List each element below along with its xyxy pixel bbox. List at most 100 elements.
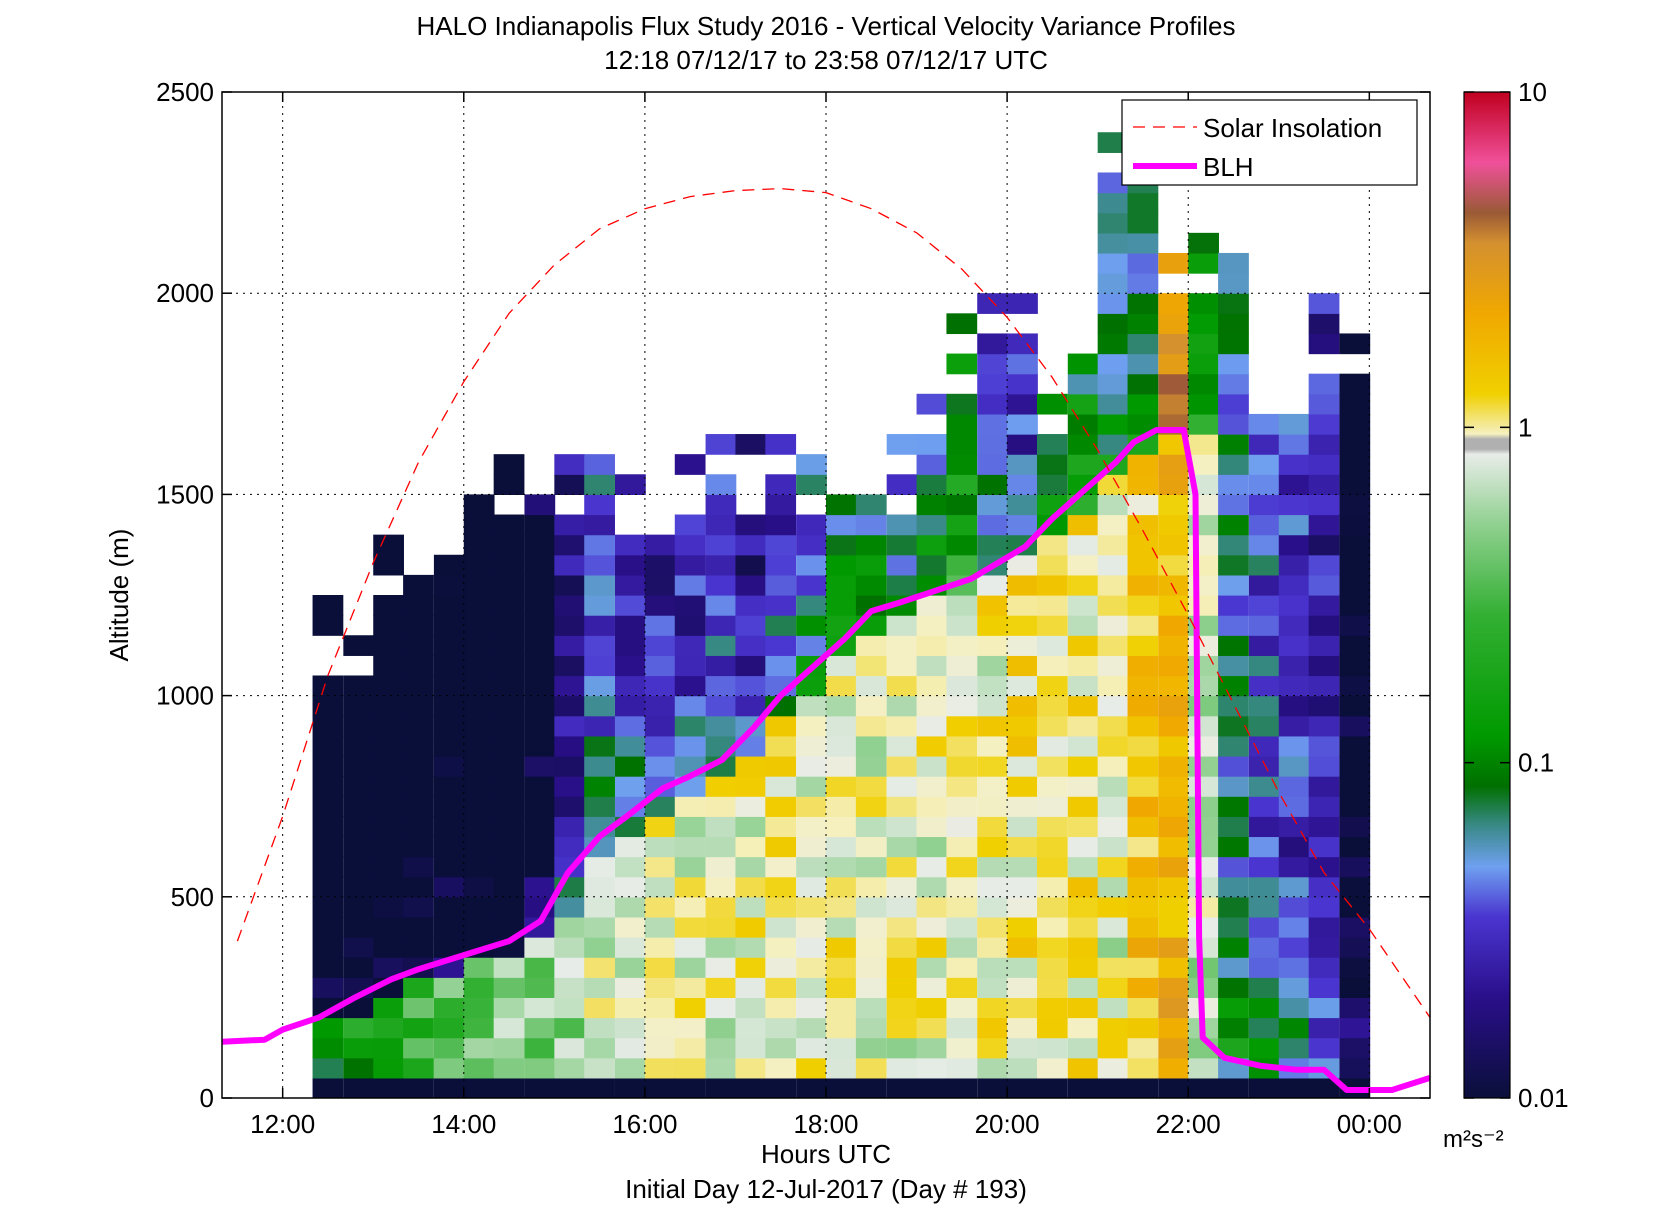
y-tick-label: 500 xyxy=(171,882,214,912)
heatmap-cell xyxy=(1127,373,1159,395)
heatmap-cell xyxy=(1127,333,1159,355)
heatmap-cell xyxy=(1308,655,1340,677)
heatmap-cell xyxy=(1007,695,1038,717)
heatmap-cell xyxy=(584,977,615,998)
heatmap-cell xyxy=(584,715,615,737)
heatmap-cell xyxy=(524,1017,556,1039)
heatmap-cell xyxy=(886,796,918,817)
heatmap-cell xyxy=(1218,595,1249,616)
heatmap-cell xyxy=(1248,675,1280,697)
heatmap-cell xyxy=(1007,494,1038,516)
heatmap-cell xyxy=(524,554,556,576)
heatmap-cell xyxy=(886,735,918,757)
heatmap-cell xyxy=(312,896,344,918)
heatmap-cell xyxy=(977,876,1008,898)
heatmap-cell xyxy=(493,836,525,858)
heatmap-cell xyxy=(1067,997,1099,1019)
heatmap-cell xyxy=(1036,957,1068,978)
heatmap-cell xyxy=(524,876,556,898)
heatmap-cell xyxy=(705,474,737,495)
heatmap-cell xyxy=(1158,715,1190,737)
heatmap-cell xyxy=(796,715,827,737)
heatmap-cell xyxy=(1007,957,1038,978)
heatmap-cell xyxy=(946,1017,978,1039)
heatmap-cell xyxy=(1036,615,1068,636)
heatmap-cell xyxy=(946,896,978,918)
heatmap-cell xyxy=(1278,715,1310,737)
heatmap-cell xyxy=(1278,977,1310,998)
heatmap-cell xyxy=(1158,977,1190,998)
heatmap-cell xyxy=(1188,232,1219,254)
heatmap-cell xyxy=(796,755,827,777)
heatmap-cell xyxy=(1158,695,1190,717)
heatmap-cell xyxy=(403,776,434,797)
heatmap-cell xyxy=(1097,373,1129,395)
heatmap-cell xyxy=(1308,313,1340,335)
heatmap-cell xyxy=(765,635,797,656)
heatmap-cell xyxy=(1127,937,1159,958)
heatmap-cell xyxy=(1278,695,1310,717)
heatmap-cell xyxy=(826,755,857,777)
heatmap-cell xyxy=(1007,393,1038,415)
heatmap-cell xyxy=(1158,856,1190,878)
heatmap-cell xyxy=(886,776,918,797)
series-line-blh xyxy=(222,427,1430,1093)
heatmap-cell xyxy=(1158,816,1190,838)
heatmap-cell xyxy=(1097,755,1129,777)
heatmap-cell xyxy=(1158,494,1190,516)
heatmap-cell xyxy=(735,1077,767,1098)
heatmap-cell xyxy=(1218,293,1249,314)
heatmap-cell xyxy=(1158,735,1190,757)
heatmap-cell xyxy=(1097,574,1129,596)
heatmap-cell xyxy=(1308,715,1340,737)
heatmap-cell xyxy=(1278,916,1310,938)
heatmap-cell xyxy=(1158,836,1190,858)
heatmap-cell xyxy=(463,1057,495,1079)
heatmap-cell xyxy=(946,413,978,435)
heatmap-cell xyxy=(1188,252,1219,274)
heatmap-cell xyxy=(855,574,887,596)
heatmap-cell xyxy=(644,816,676,838)
heatmap-cell xyxy=(1278,957,1310,978)
heatmap-cell xyxy=(1007,675,1038,697)
heatmap-cell xyxy=(433,655,465,677)
heatmap-cell xyxy=(584,1057,615,1079)
heatmap-cell xyxy=(554,836,586,858)
colorbar-tick-label: 1 xyxy=(1518,412,1532,442)
heatmap-cell xyxy=(1308,615,1340,636)
heatmap-cell xyxy=(1339,816,1371,838)
heatmap-cell xyxy=(916,1037,948,1059)
heatmap-cell xyxy=(1036,836,1068,858)
heatmap-cell xyxy=(1248,655,1280,677)
heatmap-cell xyxy=(765,796,797,817)
heatmap-cell xyxy=(1007,1077,1038,1098)
heatmap-cell xyxy=(554,514,586,536)
heatmap-cell xyxy=(1127,393,1159,415)
heatmap-cell xyxy=(765,715,797,737)
heatmap-cell xyxy=(433,896,465,918)
heatmap-cell xyxy=(493,675,525,697)
heatmap-cell xyxy=(946,554,978,576)
heatmap-cell xyxy=(1339,595,1371,616)
heatmap-cell xyxy=(1097,836,1129,858)
heatmap-cell xyxy=(1218,474,1249,495)
heatmap-cell xyxy=(916,916,948,938)
colorbar-tick-label: 0.1 xyxy=(1518,748,1554,778)
heatmap-cell xyxy=(916,595,948,616)
heatmap-cell xyxy=(1127,816,1159,838)
heatmap-cell xyxy=(977,1017,1008,1039)
heatmap-cell xyxy=(946,796,978,817)
heatmap-cell xyxy=(343,916,375,938)
heatmap-cell xyxy=(886,514,918,536)
heatmap-cell xyxy=(916,554,948,576)
heatmap-cell xyxy=(312,1077,344,1098)
heatmap-cell xyxy=(1278,554,1310,576)
heatmap-cell xyxy=(705,1057,737,1079)
heatmap-cell xyxy=(1097,957,1129,978)
heatmap-cell xyxy=(855,957,887,978)
heatmap-cell xyxy=(946,615,978,636)
heatmap-cell xyxy=(1067,534,1099,556)
heatmap-cell xyxy=(1127,755,1159,777)
heatmap-cell xyxy=(403,937,434,958)
heatmap-cell xyxy=(1036,856,1068,878)
